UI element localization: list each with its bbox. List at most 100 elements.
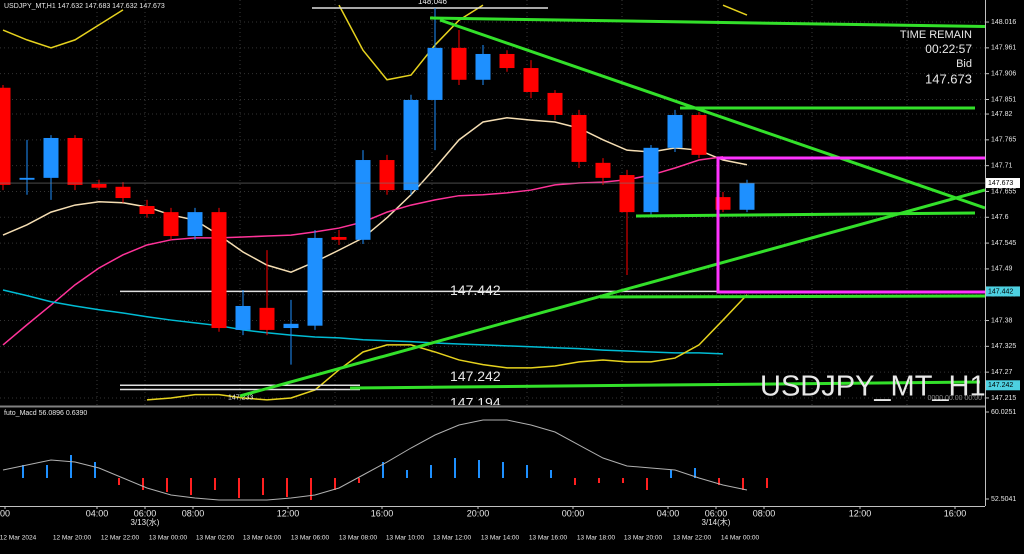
histogram-bar [142, 477, 144, 491]
indicator-line [2, 117, 748, 273]
histogram-bar [598, 477, 600, 484]
candle-body [571, 114, 587, 162]
date-label: 3/13(水) [131, 517, 160, 527]
date-label: 3/14(木) [702, 517, 731, 527]
histogram-bar [166, 477, 168, 493]
y-tick-label: 60.0251 [991, 409, 1016, 416]
price-tag-label: 147.442 [988, 288, 1013, 295]
price-tag [986, 286, 1020, 297]
y-tick-label: 148.016 [991, 19, 1016, 26]
candle-body [619, 175, 635, 213]
candle-body [355, 160, 371, 240]
x-tick-label-server: 13 Mar 16:00 [529, 535, 568, 542]
candle-body [283, 323, 299, 329]
histogram-bar [502, 462, 504, 478]
indicator-line [338, 4, 484, 81]
price-tag-label: 147.673 [988, 180, 1013, 187]
y-tick-label: 52.5041 [991, 496, 1016, 503]
x-tick-label-server: 13 Mar 12:00 [433, 535, 472, 542]
y-tick-label: 147.215 [991, 395, 1016, 402]
bid-price: 147.673 [925, 71, 972, 86]
x-tick-label: 08:00 [182, 508, 205, 518]
histogram-bar [214, 477, 216, 491]
candle-body [115, 186, 131, 199]
header: USDJPY_MT,H1 147.632 147.683 147.632 147… [4, 3, 165, 10]
histogram-bar [430, 465, 432, 478]
x-tick-label-server: 12 Mar 2024 [0, 535, 37, 542]
histogram-bar [622, 477, 624, 484]
histogram-bar [358, 477, 360, 484]
bid-label: Bid [956, 58, 972, 70]
candle-body [643, 147, 659, 213]
x-tick-label: 06:00 [705, 508, 728, 518]
trendline [239, 188, 985, 398]
x-tick-label-server: 13 Mar 06:00 [291, 535, 330, 542]
candle-body [331, 236, 347, 240]
candle-body [499, 53, 515, 69]
candle-body [139, 206, 155, 214]
x-tick-label-server: 13 Mar 22:00 [673, 535, 712, 542]
histogram-bar [238, 477, 240, 499]
x-tick-label: 08:00 [753, 508, 776, 518]
candle-body [523, 68, 539, 92]
x-tick-label-server: 13 Mar 18:00 [577, 535, 616, 542]
macd-pane [2, 419, 768, 501]
candle-body [427, 47, 443, 100]
candle-body [595, 162, 611, 178]
histogram-bar [190, 477, 192, 495]
level-label: 148.046 [418, 0, 447, 6]
indicator-line [722, 4, 748, 16]
y-tick-label: 147.325 [991, 343, 1016, 350]
histogram-bar [334, 477, 336, 491]
candle-body [91, 183, 107, 188]
candle-body [739, 183, 755, 210]
x-tick-label: 12:00 [849, 508, 872, 518]
histogram-bar [406, 470, 408, 478]
histogram-bar [574, 477, 576, 486]
candle-body [163, 212, 179, 237]
price-tag [986, 178, 1020, 189]
histogram-bar [478, 460, 480, 478]
candle-body [667, 114, 683, 148]
axes [0, 0, 986, 507]
time-remain: 00:22:57 [925, 42, 972, 56]
indicator-line [2, 289, 724, 355]
price-tag [986, 380, 1020, 391]
histogram-bar [46, 465, 48, 478]
y-tick-label: 147.851 [991, 96, 1016, 103]
x-tick-label-server: 12 Mar 22:00 [101, 535, 140, 542]
candle-body [211, 212, 227, 329]
x-tick-label: 20:00 [467, 508, 490, 518]
y-tick-label: 147.38 [991, 317, 1013, 324]
x-tick-label: 12:00 [277, 508, 300, 518]
x-tick-label: 16:00 [371, 508, 394, 518]
histogram-bar [526, 465, 528, 478]
x-tick-label-server: 13 Mar 04:00 [243, 535, 282, 542]
candle-body [187, 212, 203, 237]
macd-line [2, 419, 748, 501]
x-tick-label: 06:00 [134, 508, 157, 518]
level-label: 147.233 [228, 394, 253, 401]
candle-body [379, 160, 395, 191]
y-tick-label: 147.82 [991, 111, 1013, 118]
level-label: 147.442 [450, 282, 501, 298]
y-tick-label: 147.765 [991, 137, 1016, 144]
candle-body [67, 137, 83, 185]
candle-body [307, 237, 323, 326]
candle-body [403, 99, 419, 191]
histogram-bar [742, 477, 744, 491]
histogram-bar [694, 468, 696, 478]
y-tick-label: 147.27 [991, 369, 1013, 376]
trendline [439, 18, 985, 210]
x-tick-label: 04:00 [86, 508, 109, 518]
trendline [349, 380, 981, 390]
x-tick-label: 04:00 [657, 508, 680, 518]
candle-body [451, 47, 467, 80]
histogram-bar [286, 477, 288, 498]
candle-body [43, 137, 59, 178]
histogram-bar [70, 454, 72, 478]
level-label: 147.242 [450, 368, 501, 384]
level-label: 147.194 [450, 395, 501, 411]
